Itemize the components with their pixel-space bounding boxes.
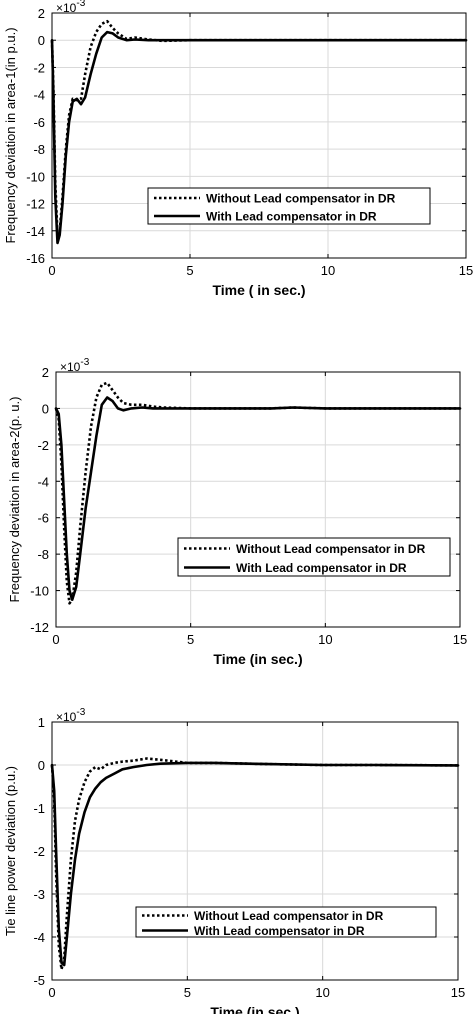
y-tick-label: 2: [42, 365, 49, 380]
y-tick-label: -4: [33, 88, 45, 103]
y-exponent-power: -3: [76, 0, 85, 9]
y-tick-label: -4: [37, 474, 49, 489]
x-tick-label: 5: [187, 632, 194, 647]
plot-area: [56, 372, 460, 627]
x-tick-label: 15: [451, 985, 465, 1000]
x-tick-label: 0: [48, 985, 55, 1000]
series-line-with-lead: [50, 761, 460, 967]
y-axis-label: Frequency deviation in area-2(p. u.): [7, 397, 22, 603]
legend-entry-2: With Lead compensator in DR: [206, 210, 377, 224]
legend-box: [135, 906, 437, 938]
y-tick-label: -3: [33, 887, 45, 902]
x-tick-label: 10: [315, 985, 329, 1000]
y-tick-label: -2: [33, 60, 45, 75]
y-tick-label: 0: [42, 401, 49, 416]
y-exponent-base: ×10: [56, 710, 77, 724]
legend-entry-1: Without Lead compensator in DR: [206, 192, 396, 206]
y-tick-label: -16: [26, 251, 45, 266]
x-tick-label: 0: [48, 263, 55, 278]
y-exponent-base: ×10: [60, 360, 81, 374]
x-tick-label: 0: [52, 632, 59, 647]
axes-box: [51, 12, 467, 259]
legend-entry-2: With Lead compensator in DR: [236, 561, 407, 575]
x-axis-label: Time (in sec.): [213, 651, 302, 667]
y-exponent-power: -3: [80, 357, 89, 368]
y-tick-label: -2: [33, 844, 45, 859]
series-line-with-lead: [54, 396, 462, 602]
legend-box: [147, 187, 431, 225]
legend: Without Lead compensator in DR With Lead …: [177, 537, 451, 577]
legend-box: [177, 537, 451, 577]
x-tick-label: 5: [184, 985, 191, 1000]
legend: Without Lead compensator in DR With Lead …: [147, 187, 431, 225]
y-tick-label: -4: [33, 930, 45, 945]
x-tick-label: 10: [318, 632, 332, 647]
x-tick-label: 15: [459, 263, 473, 278]
y-tick-label: -14: [26, 224, 45, 239]
y-axis-label: Tie line power deviation (p.u.): [3, 766, 18, 936]
y-tick-label: -10: [26, 169, 45, 184]
y-exponent-label: ×10-3: [56, 0, 86, 15]
y-tick-label: -8: [33, 142, 45, 157]
x-tick-label: 5: [186, 263, 193, 278]
chart-panel-2: 0 5 10 15 -12 -10 -8 -6 -4 -2 0 2 ×10-3 Time (in sec.…: [7, 357, 467, 667]
legend-entry-1: Without Lead compensator in DR: [194, 909, 384, 923]
series-line-without-lead: [50, 757, 459, 971]
series-line-with-lead: [50, 30, 468, 245]
y-tick-label: -5: [33, 973, 45, 988]
x-tick-label: 10: [321, 263, 335, 278]
x-tick-label: 15: [453, 632, 467, 647]
y-axis-label: Frequency deviation in area-1(in p.u.): [3, 27, 18, 243]
legend-entry-2: With Lead compensator in DR: [194, 924, 365, 938]
y-exponent-label: ×10-3: [56, 707, 86, 724]
y-tick-label: 0: [38, 758, 45, 773]
y-tick-label: 1: [38, 715, 45, 730]
y-exponent-base: ×10: [56, 1, 77, 15]
y-tick-label: -1: [33, 801, 45, 816]
y-tick-label: -8: [37, 547, 49, 562]
y-exponent-power: -3: [76, 707, 85, 718]
y-tick-label: 0: [38, 33, 45, 48]
y-tick-label: -10: [30, 584, 49, 599]
legend-entry-1: Without Lead compensator in DR: [236, 542, 426, 556]
y-tick-label: 2: [38, 6, 45, 21]
y-tick-label: -12: [26, 197, 45, 212]
x-axis-label: Time (in sec.): [210, 1004, 299, 1014]
y-tick-label: -6: [37, 511, 49, 526]
x-axis-label: Time ( in sec.): [212, 282, 305, 298]
y-tick-label: -6: [33, 115, 45, 130]
y-tick-label: -12: [30, 620, 49, 635]
y-exponent-label: ×10-3: [60, 357, 90, 374]
chart-panel-1: 0 5 10 15 -16 -14 -12 -10 -8 -6 -4 -2 0 2 ×10-3 Time ( …: [3, 0, 473, 298]
axes-box: [55, 371, 461, 628]
y-tick-label: -2: [37, 438, 49, 453]
